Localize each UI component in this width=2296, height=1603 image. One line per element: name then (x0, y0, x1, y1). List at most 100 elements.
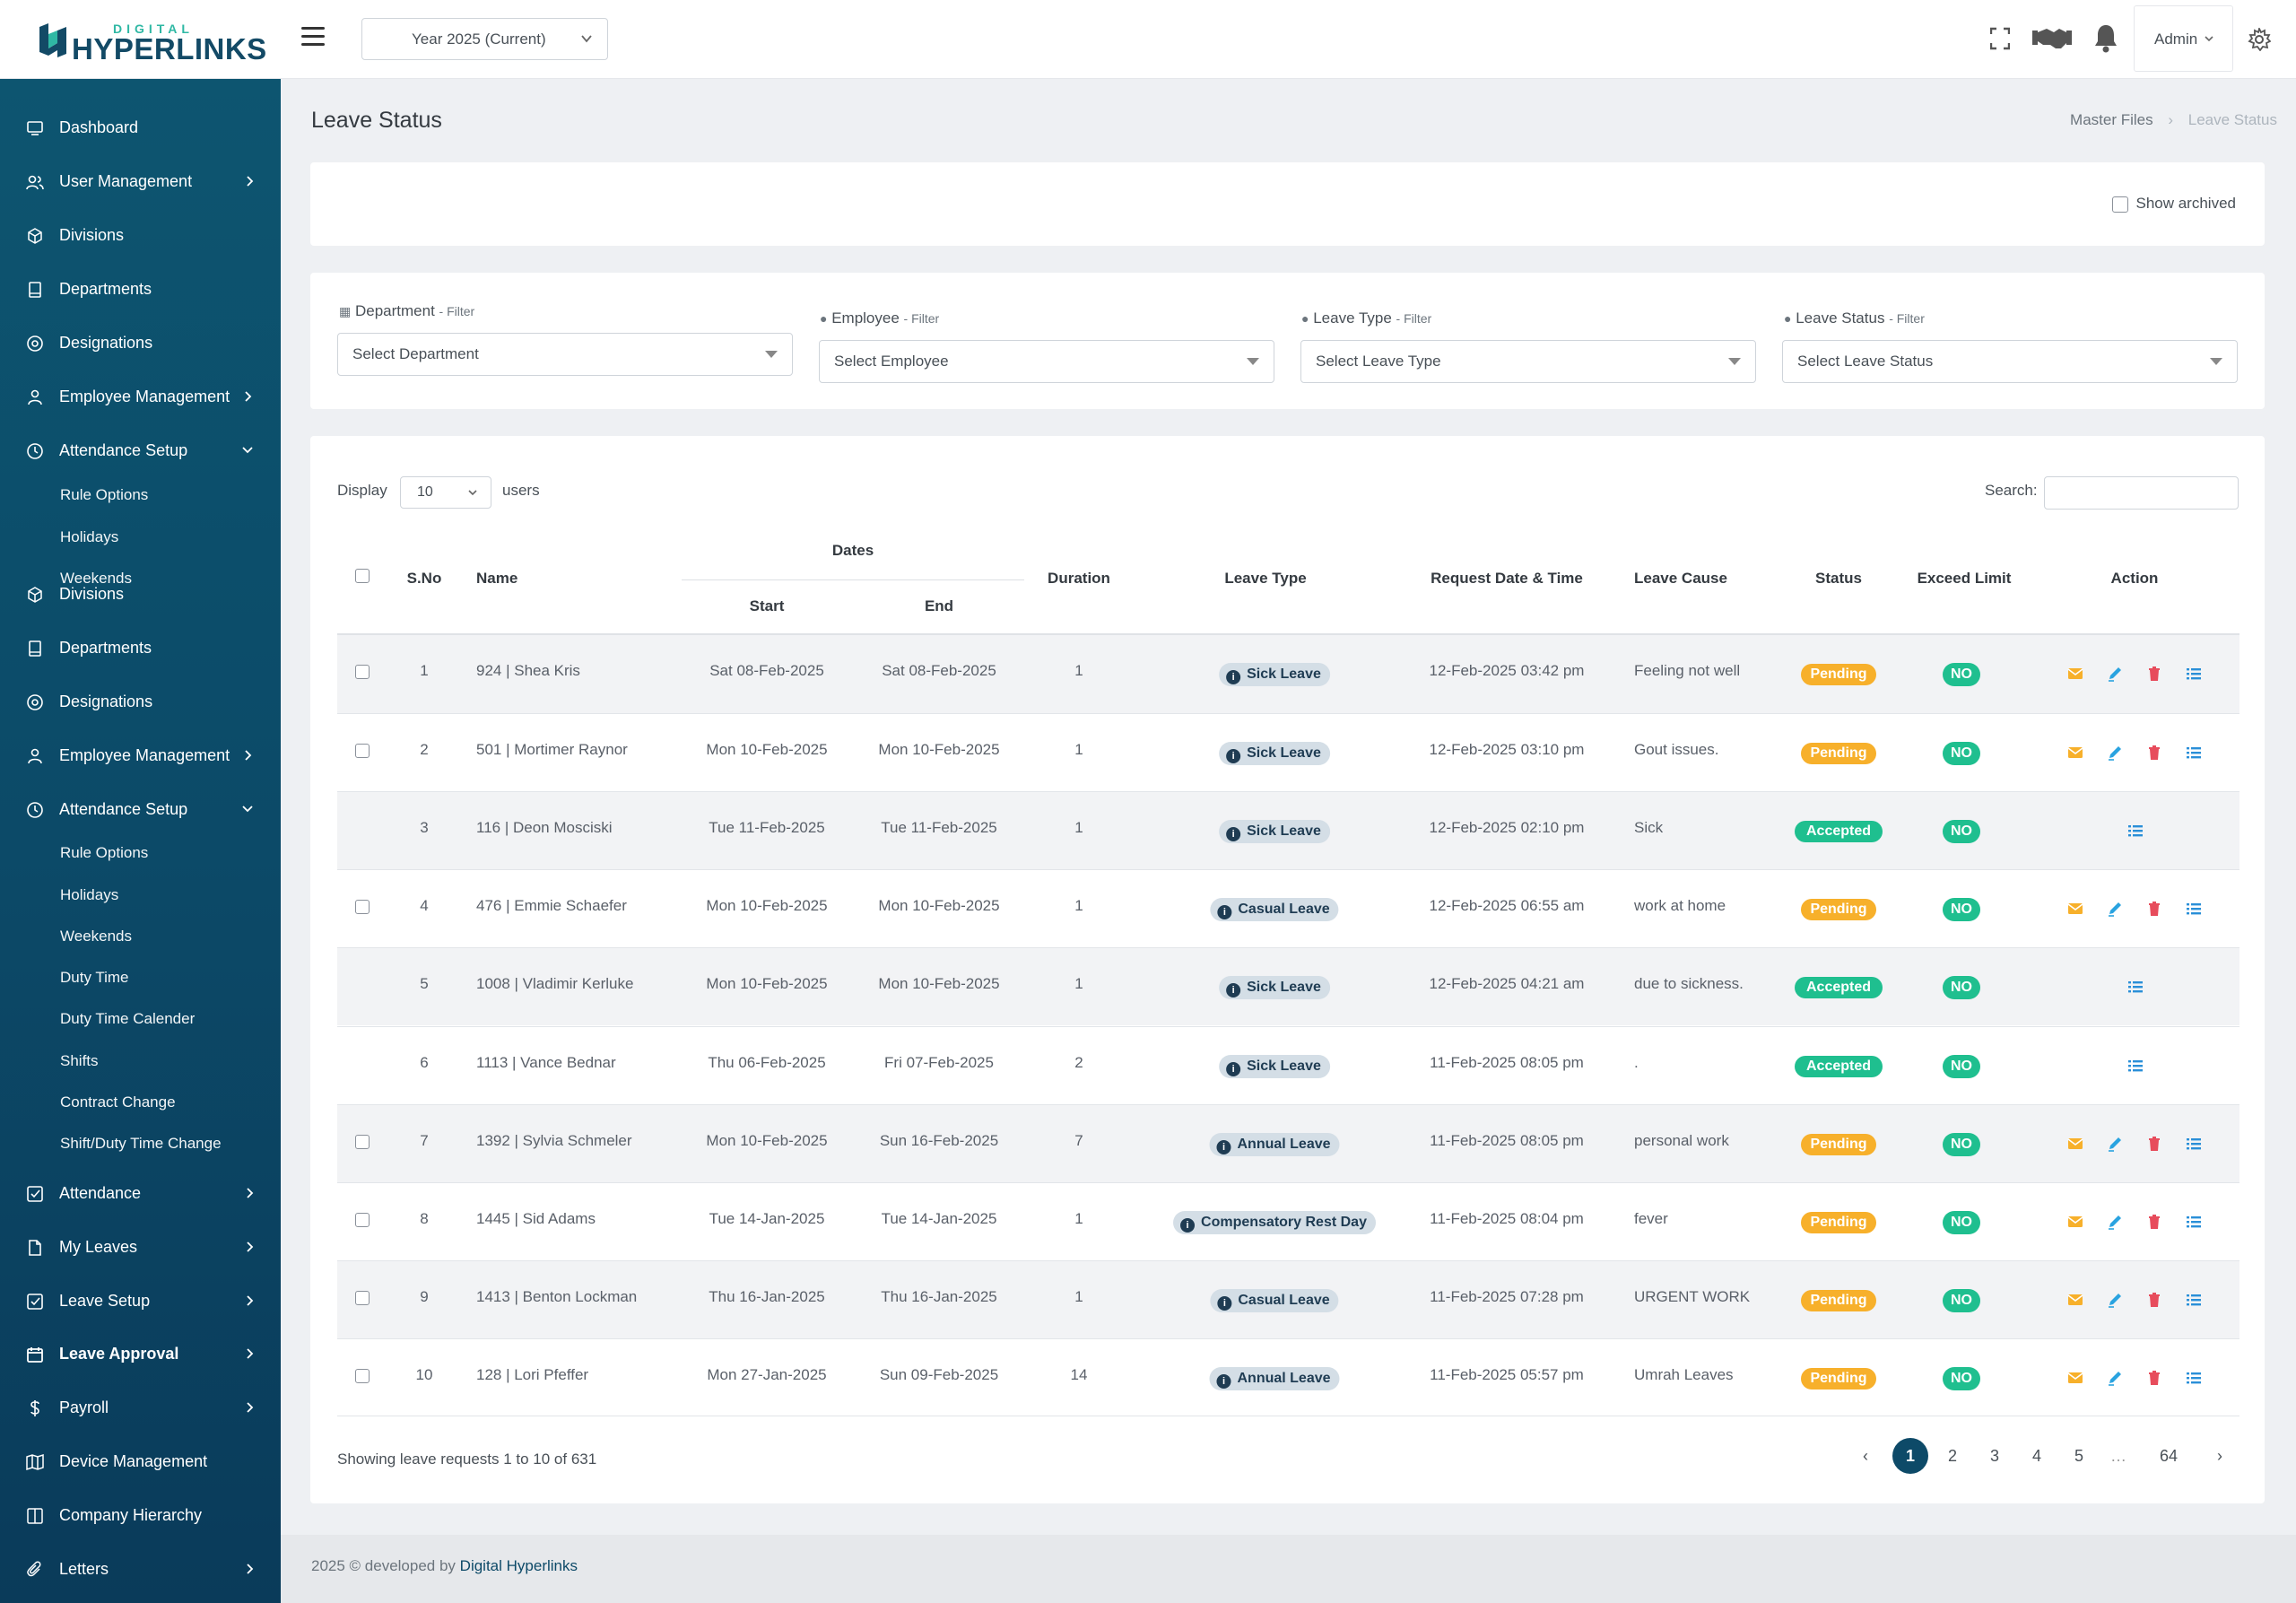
sidebar-subitem-duty-time-calender[interactable]: Duty Time Calender (60, 1010, 196, 1027)
sidebar-subitem-contract-change[interactable]: Contract Change (60, 1093, 176, 1111)
header-sno[interactable]: S.No (406, 570, 442, 587)
delete-icon[interactable] (2145, 1135, 2163, 1153)
page-button[interactable]: 64 (2159, 1447, 2179, 1465)
row-checkbox[interactable] (355, 1368, 370, 1383)
edit-icon[interactable] (2106, 1369, 2124, 1387)
header-end[interactable]: End (924, 597, 954, 614)
sidebar-item-designations[interactable]: Designations (0, 684, 281, 719)
details-list-icon[interactable] (2126, 978, 2144, 996)
sidebar-item-leave-approval[interactable]: Leave Approval (0, 1336, 281, 1372)
row-checkbox[interactable] (355, 744, 370, 759)
details-list-icon[interactable] (2185, 1135, 2203, 1153)
sidebar-item-employee-management[interactable]: Employee Management (0, 379, 281, 414)
sidebar-item-departments[interactable]: Departments (0, 630, 281, 666)
breadcrumb-link[interactable]: Master Files (2070, 111, 2153, 128)
sidebar-subitem-weekends[interactable]: Weekends (60, 570, 133, 584)
details-list-icon[interactable] (2185, 900, 2203, 918)
sidebar-item-leave-setup[interactable]: Leave Setup (0, 1283, 281, 1319)
sidebar-subitem-shifts[interactable]: Shifts (60, 1052, 99, 1069)
year-select[interactable]: Year 2025 (Current) (361, 18, 608, 60)
email-icon[interactable] (2066, 665, 2084, 683)
page-button[interactable]: 5 (2074, 1447, 2083, 1465)
show-archived-toggle[interactable]: Show archived (2112, 195, 2236, 213)
sidebar-item-company-hierarchy[interactable]: Company Hierarchy (0, 1497, 281, 1533)
email-icon[interactable] (2066, 1213, 2084, 1231)
sidebar-item-dashboard[interactable]: Dashboard (0, 109, 281, 145)
row-checkbox[interactable] (355, 1290, 370, 1305)
email-icon[interactable] (2066, 1369, 2084, 1387)
employee-filter-select[interactable]: Select Employee (819, 340, 1274, 383)
delete-icon[interactable] (2145, 1213, 2163, 1231)
search-input[interactable] (2044, 476, 2239, 510)
details-list-icon[interactable] (2185, 1369, 2203, 1387)
details-list-icon[interactable] (2126, 822, 2144, 840)
sidebar-subitem-rule-options[interactable]: Rule Options (60, 844, 149, 861)
department-filter-select[interactable]: Select Department (337, 333, 793, 376)
sidebar-item-divisions[interactable]: Divisions (0, 217, 281, 253)
page-size-select[interactable]: 10 (400, 476, 491, 509)
sidebar-item-device-management[interactable]: Device Management (0, 1443, 281, 1479)
edit-icon[interactable] (2106, 1291, 2124, 1309)
edit-icon[interactable] (2106, 1213, 2124, 1231)
sidebar-subitem-duty-time[interactable]: Duty Time (60, 969, 129, 986)
email-icon[interactable] (2066, 1135, 2084, 1153)
sidebar-subitem-holidays[interactable]: Holidays (60, 528, 119, 545)
email-icon[interactable] (2066, 900, 2084, 918)
sidebar-item-attendance[interactable]: Attendance (0, 1175, 281, 1211)
email-icon[interactable] (2066, 1291, 2084, 1309)
delete-icon[interactable] (2145, 1291, 2163, 1309)
details-list-icon[interactable] (2126, 1057, 2144, 1075)
delete-icon[interactable] (2145, 900, 2163, 918)
sidebar-item-attendance-setup[interactable]: Attendance Setup (0, 432, 281, 468)
details-list-icon[interactable] (2185, 1213, 2203, 1231)
sidebar-item-payroll[interactable]: Payroll (0, 1390, 281, 1425)
delete-icon[interactable] (2145, 665, 2163, 683)
header-exceed-limit[interactable]: Exceed Limit (1917, 570, 2012, 587)
header-leave-cause[interactable]: Leave Cause (1634, 570, 1727, 587)
sidebar-item-designations[interactable]: Designations (0, 325, 281, 361)
header-status[interactable]: Status (1815, 570, 1862, 587)
bell-icon[interactable] (2093, 23, 2118, 54)
sidebar-item-employee-management[interactable]: Employee Management (0, 737, 281, 773)
gear-icon[interactable] (2248, 28, 2271, 51)
edit-icon[interactable] (2106, 665, 2124, 683)
footer-link[interactable]: Digital Hyperlinks (459, 1557, 578, 1574)
page-button[interactable]: 2 (1947, 1447, 1957, 1465)
delete-icon[interactable] (2145, 1369, 2163, 1387)
admin-menu-button[interactable]: Admin (2134, 5, 2233, 72)
sidebar-item-my-leaves[interactable]: My Leaves (0, 1229, 281, 1265)
header-leave-type[interactable]: Leave Type (1224, 570, 1307, 587)
details-list-icon[interactable] (2185, 665, 2203, 683)
row-checkbox[interactable] (355, 1212, 370, 1227)
details-list-icon[interactable] (2185, 1291, 2203, 1309)
menu-toggle-icon[interactable] (301, 27, 325, 47)
select-all-checkbox[interactable] (355, 569, 370, 583)
sidebar-item-departments[interactable]: Departments (0, 271, 281, 307)
header-duration[interactable]: Duration (1048, 570, 1110, 587)
show-archived-checkbox[interactable] (2112, 196, 2129, 213)
header-name[interactable]: Name (476, 570, 518, 587)
header-start[interactable]: Start (749, 597, 785, 614)
edit-icon[interactable] (2106, 744, 2124, 762)
sidebar-item-divisions[interactable]: Divisions (0, 576, 281, 612)
row-checkbox[interactable] (355, 1134, 370, 1149)
sidebar-item-user-management[interactable]: User Management (0, 163, 281, 199)
sidebar-item-attendance-setup[interactable]: Attendance Setup (0, 791, 281, 827)
sidebar-subitem-weekends[interactable]: Weekends (60, 928, 133, 945)
handshake-icon[interactable] (2031, 23, 2074, 54)
edit-icon[interactable] (2106, 1135, 2124, 1153)
leave-status-filter-select[interactable]: Select Leave Status (1782, 340, 2238, 383)
sidebar-item-letters[interactable]: Letters (0, 1551, 281, 1587)
next-page-button[interactable]: › (2217, 1447, 2222, 1465)
details-list-icon[interactable] (2185, 744, 2203, 762)
header-request-date[interactable]: Request Date & Time (1431, 570, 1583, 587)
page-button[interactable]: 4 (2031, 1447, 2041, 1465)
sidebar-subitem-holidays[interactable]: Holidays (60, 886, 119, 903)
fullscreen-icon[interactable] (1990, 23, 2010, 54)
row-checkbox[interactable] (355, 665, 370, 679)
row-checkbox[interactable] (355, 900, 370, 915)
sidebar-subitem-shift-duty-time-change[interactable]: Shift/Duty Time Change (60, 1135, 222, 1152)
prev-page-button[interactable]: ‹ (1863, 1447, 1868, 1465)
page-button[interactable]: 3 (1989, 1447, 1999, 1465)
email-icon[interactable] (2066, 744, 2084, 762)
